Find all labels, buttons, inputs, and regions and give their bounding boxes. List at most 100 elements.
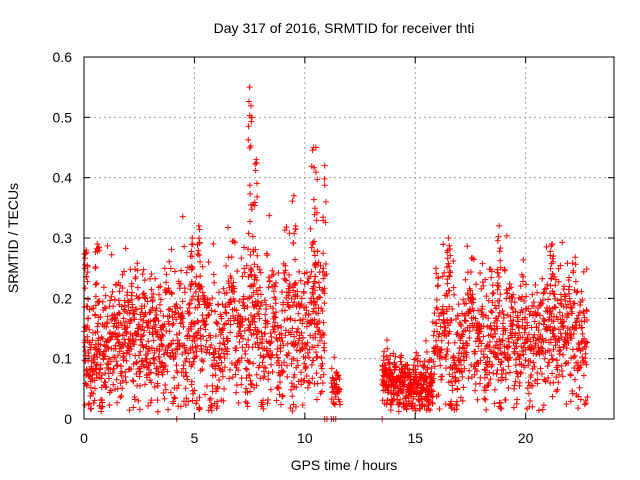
data-point bbox=[502, 396, 509, 403]
data-point bbox=[495, 233, 502, 240]
data-point bbox=[321, 182, 328, 189]
data-point bbox=[113, 376, 120, 383]
data-point bbox=[530, 359, 537, 366]
data-point bbox=[412, 369, 419, 376]
data-point bbox=[451, 291, 458, 298]
data-point bbox=[381, 348, 388, 355]
data-point bbox=[155, 317, 162, 324]
x-tick-label: 0 bbox=[80, 430, 88, 446]
data-point bbox=[314, 342, 321, 349]
data-point bbox=[304, 323, 311, 330]
data-point bbox=[90, 305, 97, 312]
data-point bbox=[312, 260, 319, 267]
data-point bbox=[273, 397, 280, 404]
data-point bbox=[185, 310, 192, 317]
data-point bbox=[245, 246, 252, 253]
data-point bbox=[267, 348, 274, 355]
data-point bbox=[430, 388, 437, 395]
data-point bbox=[498, 377, 505, 384]
data-point bbox=[431, 310, 438, 317]
data-point bbox=[114, 385, 121, 392]
data-point bbox=[507, 318, 514, 325]
data-point bbox=[90, 399, 97, 406]
data-point bbox=[497, 257, 504, 264]
data-point bbox=[248, 380, 255, 387]
data-point bbox=[412, 407, 419, 414]
data-point bbox=[312, 301, 319, 308]
data-point bbox=[562, 338, 569, 345]
data-point bbox=[502, 376, 509, 383]
data-point bbox=[481, 395, 488, 402]
data-point bbox=[455, 377, 462, 384]
data-point bbox=[88, 389, 95, 396]
data-point bbox=[549, 288, 556, 295]
data-point bbox=[161, 395, 168, 402]
data-point bbox=[565, 311, 572, 318]
data-point bbox=[119, 377, 126, 384]
data-point bbox=[394, 384, 401, 391]
data-point bbox=[244, 400, 251, 407]
data-point bbox=[309, 289, 316, 296]
data-point bbox=[261, 373, 268, 380]
data-point bbox=[88, 305, 95, 312]
data-point bbox=[441, 320, 448, 327]
data-point bbox=[170, 337, 177, 344]
data-point bbox=[316, 294, 323, 301]
data-point bbox=[233, 307, 240, 314]
data-point bbox=[520, 273, 527, 280]
data-point bbox=[147, 275, 154, 282]
data-point bbox=[246, 84, 253, 91]
data-point bbox=[141, 277, 148, 284]
data-points bbox=[81, 84, 591, 422]
data-point bbox=[193, 273, 200, 280]
data-point bbox=[566, 274, 573, 281]
data-point bbox=[500, 315, 507, 322]
data-point bbox=[527, 358, 534, 365]
data-point bbox=[435, 274, 442, 281]
data-point bbox=[196, 252, 203, 259]
data-point bbox=[427, 382, 434, 389]
data-point bbox=[247, 251, 254, 258]
data-point bbox=[272, 300, 279, 307]
data-point bbox=[509, 321, 516, 328]
data-point bbox=[534, 289, 541, 296]
data-point bbox=[271, 319, 278, 326]
data-point bbox=[568, 310, 575, 317]
data-point bbox=[466, 367, 473, 374]
data-point bbox=[497, 291, 504, 298]
data-point bbox=[187, 282, 194, 289]
data-point bbox=[482, 387, 489, 394]
data-point bbox=[385, 356, 392, 363]
data-point bbox=[272, 314, 279, 321]
data-point bbox=[309, 308, 316, 315]
data-point bbox=[322, 198, 329, 205]
y-tick-label: 0 bbox=[64, 411, 72, 427]
data-point bbox=[489, 299, 496, 306]
data-point bbox=[308, 320, 315, 327]
data-point bbox=[387, 407, 394, 414]
data-point bbox=[229, 374, 236, 381]
data-point bbox=[154, 397, 161, 404]
data-point bbox=[459, 397, 466, 404]
data-point bbox=[203, 349, 210, 356]
data-point bbox=[92, 281, 99, 288]
data-point bbox=[94, 354, 101, 361]
data-point bbox=[566, 326, 573, 333]
data-point bbox=[136, 382, 143, 389]
data-point bbox=[203, 337, 210, 344]
data-point bbox=[525, 331, 532, 338]
data-point bbox=[304, 384, 311, 391]
data-point bbox=[570, 267, 577, 274]
data-point bbox=[433, 304, 440, 311]
data-point bbox=[116, 348, 123, 355]
data-point bbox=[289, 393, 296, 400]
data-point bbox=[141, 327, 148, 334]
data-point bbox=[515, 323, 522, 330]
data-point bbox=[178, 319, 185, 326]
data-point bbox=[494, 280, 501, 287]
data-point bbox=[244, 389, 251, 396]
data-point bbox=[453, 406, 460, 413]
data-point bbox=[447, 269, 454, 276]
data-point bbox=[449, 373, 456, 380]
data-point bbox=[498, 358, 505, 365]
